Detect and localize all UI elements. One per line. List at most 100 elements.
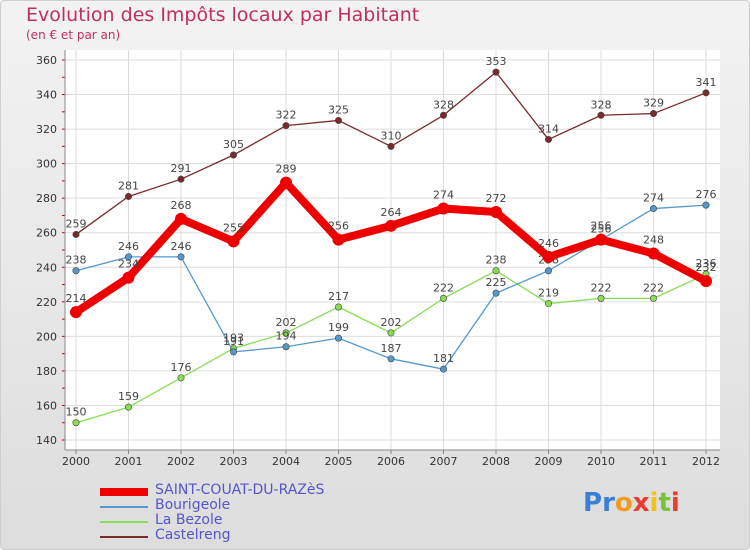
data-point [177,175,185,183]
x-tick-label: 2009 [535,455,563,468]
data-label: 329 [643,97,664,110]
data-point [542,250,555,263]
data-label: 238 [486,254,507,267]
data-point [387,329,395,337]
data-label: 272 [486,192,507,205]
data-point [385,219,397,232]
data-label: 159 [118,390,139,403]
data-point [700,275,712,288]
data-label: 328 [433,98,454,111]
x-tick-label: 2003 [220,455,248,468]
y-tick-label: 140 [36,434,57,447]
data-point [122,271,135,284]
data-label: 274 [433,189,454,202]
x-tick-label: 2007 [430,455,458,468]
data-point [227,235,240,248]
data-label: 191 [223,335,244,348]
data-label: 322 [276,109,297,122]
data-point [439,365,447,373]
legend-label: La Bezole [155,512,223,528]
x-tick-label: 2002 [167,455,195,468]
data-point [177,253,185,261]
y-tick-label: 180 [36,365,57,378]
data-point [597,294,605,302]
data-label: 232 [696,261,717,274]
data-point [439,294,447,302]
data-point [597,111,605,119]
data-label: 222 [643,281,664,294]
logo-letter: r [602,488,615,518]
x-tick-label: 2004 [272,455,300,468]
data-point [125,253,133,261]
logo-letter: o [614,488,633,518]
data-label: 202 [276,316,297,329]
data-point [595,233,607,246]
legend-label: SAINT-COUAT-DU-RAZèS [155,482,325,498]
data-point [177,374,185,382]
data-point [544,135,552,143]
data-point [175,212,187,225]
data-label: 274 [643,192,664,205]
data-point [439,111,447,119]
data-point [230,348,238,356]
data-point [280,176,292,189]
x-tick-label: 2011 [640,455,668,468]
data-label: 222 [433,281,454,294]
data-label: 328 [591,98,612,111]
data-label: 268 [171,199,192,212]
data-point [437,202,450,215]
data-point [702,201,710,209]
y-tick-label: 240 [36,261,57,274]
data-point [282,329,290,337]
data-point [72,267,80,275]
data-point [492,68,500,76]
data-label: 256 [591,223,612,236]
data-label: 150 [66,406,87,419]
data-point [544,267,552,275]
data-point [334,334,342,342]
logo-letter: i [670,488,680,518]
data-point [649,205,657,213]
data-label: 259 [66,217,87,230]
data-label: 176 [171,361,192,374]
data-point [492,289,500,297]
data-label: 325 [328,103,349,116]
logo-letter: i [649,488,659,518]
y-tick-label: 320 [36,123,57,136]
y-tick-label: 340 [36,89,57,102]
data-label: 305 [223,138,244,151]
data-label: 276 [696,188,717,201]
data-point [334,303,342,311]
x-tick-label: 2001 [115,455,143,468]
data-label: 246 [171,240,192,253]
data-point [492,267,500,275]
data-label: 202 [381,316,402,329]
data-point [230,151,238,159]
data-point [649,294,657,302]
logo-letter: P [583,488,603,518]
data-label: 255 [223,221,244,234]
y-tick-label: 260 [36,227,57,240]
data-label: 225 [486,276,507,289]
data-label: 217 [328,290,349,303]
y-tick-label: 200 [36,330,57,343]
x-tick-label: 2000 [62,455,90,468]
legend-label: Castelreng [155,527,231,543]
data-label: 256 [591,220,612,233]
data-point [490,206,502,218]
chart-title: Evolution des Impôts locaux par Habitant [26,4,420,26]
logo-letter: t [658,488,671,518]
y-tick-label: 280 [36,192,57,205]
x-tick-label: 2005 [325,455,353,468]
data-point [125,192,133,200]
data-label: 219 [538,287,559,300]
data-label: 246 [118,240,139,253]
data-point [334,116,342,124]
x-tick-label: 2008 [482,455,510,468]
data-point [282,122,290,130]
data-point [647,247,660,260]
legend-label: Bourigeole [155,497,231,513]
data-label: 310 [381,129,402,142]
data-label: 194 [276,330,297,343]
data-label: 256 [328,220,349,233]
